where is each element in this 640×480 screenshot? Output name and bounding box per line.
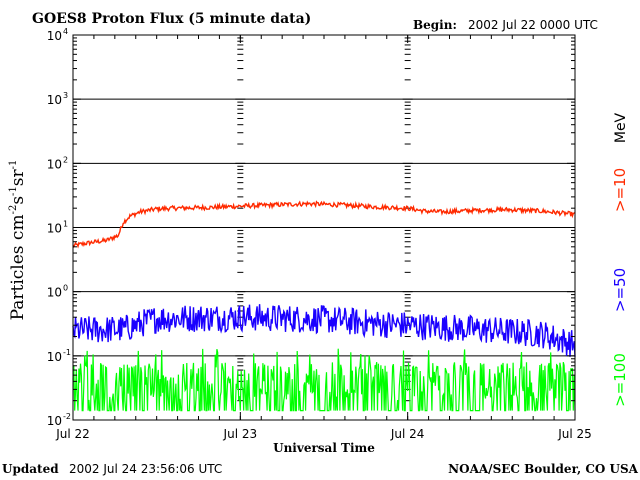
y-tick-exponent: -2 <box>63 412 71 421</box>
x-tick-label: Jul 22 <box>55 427 90 441</box>
y-axis-label-part: s <box>8 196 28 205</box>
y-axis-label: Particles cm-2s-1sr-1 <box>8 160 28 321</box>
grid-lines <box>73 37 575 421</box>
legend-label-3: >=100 <box>611 353 629 407</box>
chart-title: GOES8 Proton Flux (5 minute data) <box>32 11 311 27</box>
series-layer <box>72 200 576 412</box>
y-tick-exponent: 2 <box>63 155 68 164</box>
x-tick-label: Jul 25 <box>557 427 592 441</box>
series-line-1 <box>72 200 576 249</box>
legend-label-1: >=10 <box>611 168 629 212</box>
y-tick-label: 10 <box>47 222 62 236</box>
x-tick-label: Jul 24 <box>390 427 425 441</box>
x-tick-label: Jul 23 <box>223 427 258 441</box>
y-tick-label: 10 <box>47 29 62 43</box>
legend: >=10 >=50 >=100 MeV <box>611 112 629 406</box>
y-axis-label-exponent: -2 <box>8 205 19 215</box>
y-tick-label: 10 <box>47 350 62 364</box>
updated-value: 2002 Jul 24 23:56:06 UTC <box>69 462 222 476</box>
credit-text: NOAA/SEC Boulder, CO USA <box>448 462 639 476</box>
legend-units-label: MeV <box>613 112 629 143</box>
y-tick-exponent: 4 <box>63 27 68 36</box>
y-axis-label-part: sr <box>8 168 28 186</box>
y-tick-label: 10 <box>47 157 62 171</box>
begin-label: Begin: <box>413 18 457 32</box>
x-axis-label: Universal Time <box>273 441 375 455</box>
legend-label-2: >=50 <box>611 268 629 312</box>
y-axis-label-part: Particles cm <box>8 214 28 320</box>
y-tick-label: 10 <box>47 286 62 300</box>
updated-label: Updated <box>2 462 59 476</box>
series-line-2 <box>72 304 576 357</box>
y-axis-label-exponent: -1 <box>8 160 19 170</box>
y-axis-label-exponent: -1 <box>8 186 19 196</box>
begin-value: 2002 Jul 22 0000 UTC <box>468 18 598 32</box>
y-tick-label: 10 <box>47 93 62 107</box>
y-tick-exponent: -1 <box>63 348 71 357</box>
y-tick-exponent: 1 <box>63 220 68 229</box>
y-tick-exponent: 3 <box>63 91 68 100</box>
x-axis-ticks: Jul 22 Jul 23 Jul 24 Jul 25 <box>55 35 592 441</box>
y-tick-exponent: 0 <box>63 284 68 293</box>
y-tick-label: 10 <box>47 414 62 428</box>
series-line-3 <box>72 348 576 412</box>
